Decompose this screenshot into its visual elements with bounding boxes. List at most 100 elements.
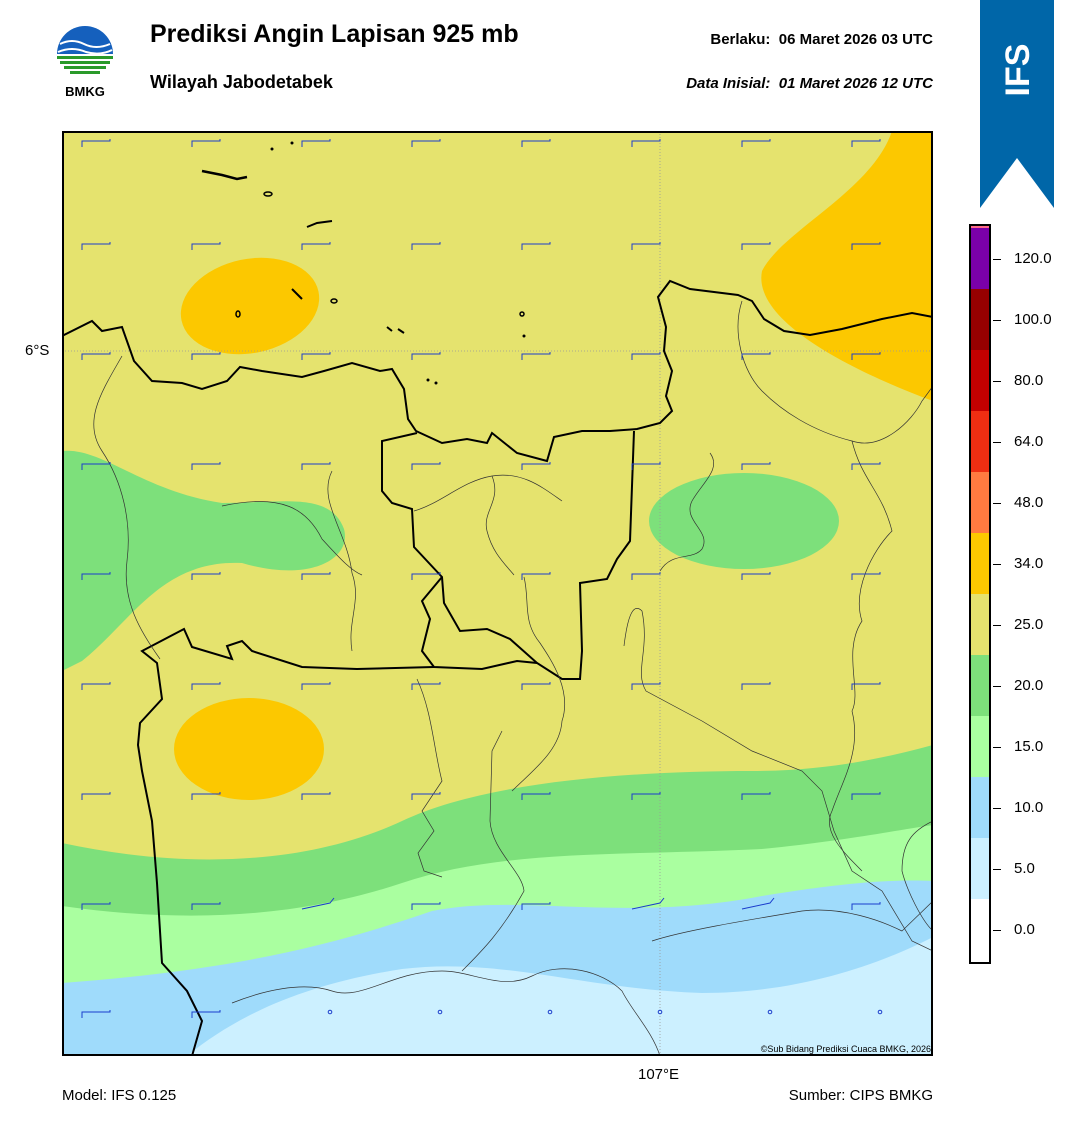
orange-area-south <box>174 698 324 800</box>
island <box>386 326 405 334</box>
island <box>263 191 273 197</box>
colorbar-tick-mark <box>993 259 1001 260</box>
wind-barb <box>851 242 881 250</box>
wind-barb <box>81 242 111 250</box>
colorbar-tick-label: 25.0 <box>1014 616 1044 633</box>
wind-barb <box>191 139 221 147</box>
colorbar-segment <box>971 533 989 594</box>
colorbar-tick-mark <box>993 442 1001 443</box>
calm-wind-marker <box>657 1009 663 1015</box>
wind-barb <box>521 682 551 690</box>
longitude-label: 107°E <box>638 1066 680 1083</box>
island <box>330 298 338 304</box>
wind-barb <box>81 902 111 910</box>
wind-barb <box>191 682 221 690</box>
colorbar-tick-label: 34.0 <box>1014 555 1044 572</box>
wind-barb <box>191 352 221 360</box>
wind-barb <box>851 902 881 910</box>
wind-barb <box>411 792 441 800</box>
wind-barb <box>521 139 551 147</box>
colorbar-tick-label: 0.0 <box>1014 921 1035 938</box>
wind-barb <box>741 139 771 147</box>
wind-barb <box>81 352 111 360</box>
wind-barb <box>411 902 441 910</box>
bmkg-logo: BMKG <box>52 20 118 100</box>
colorbar-segment <box>971 777 989 838</box>
model-label: Model: IFS 0.125 <box>62 1087 177 1104</box>
colorbar-tick-mark <box>993 381 1001 382</box>
colorbar-tick-mark <box>993 564 1001 565</box>
colorbar-tick-label: 80.0 <box>1014 372 1044 389</box>
wind-barb <box>851 139 881 147</box>
wind-barb <box>301 139 331 147</box>
colorbar-tick-mark <box>993 747 1001 748</box>
colorbar-tick-mark <box>993 686 1001 687</box>
colorbar-segment <box>971 226 989 228</box>
svg-text:BMKG: BMKG <box>65 84 105 99</box>
wind-barb <box>411 572 441 580</box>
wind-barb <box>851 352 881 360</box>
wind-barb <box>191 242 221 250</box>
wind-map <box>62 131 933 1056</box>
wind-barb <box>301 897 335 910</box>
wind-barb <box>411 242 441 250</box>
orange-area-north <box>180 257 320 355</box>
colorbar-segment <box>971 838 989 899</box>
page-title: Prediksi Angin Lapisan 925 mb <box>150 20 519 48</box>
colorbar-segment <box>971 472 989 533</box>
init-time: Data Inisial: 01 Maret 2026 12 UTC <box>686 75 933 92</box>
wind-barb <box>81 572 111 580</box>
wind-barb <box>411 682 441 690</box>
wind-barb <box>411 462 441 470</box>
wind-barb <box>631 139 661 147</box>
latitude-label: 6°S <box>25 342 50 359</box>
valid-time-label: Berlaku: <box>710 31 771 48</box>
speed-band-0-5 <box>187 937 933 1056</box>
wind-barb <box>191 1010 221 1018</box>
wind-barb <box>411 352 441 360</box>
colorbar-tick-label: 15.0 <box>1014 738 1044 755</box>
colorbar-segment <box>971 411 989 472</box>
valid-time-value: 06 Maret 2026 03 UTC <box>778 31 933 48</box>
wind-barb <box>741 682 771 690</box>
init-time-value: 01 Maret 2026 12 UTC <box>778 75 933 92</box>
source-label: Sumber: CIPS BMKG <box>788 1087 933 1104</box>
wind-barb <box>521 242 551 250</box>
island <box>426 378 430 382</box>
wind-barb <box>81 1010 111 1018</box>
colorbar-tick-mark <box>993 808 1001 809</box>
wind-barb <box>631 352 661 360</box>
island <box>522 334 526 338</box>
wind-barb <box>81 682 111 690</box>
wind-barb <box>851 792 881 800</box>
init-time-label: Data Inisial: <box>686 75 771 92</box>
wind-barb <box>851 462 881 470</box>
calm-wind-marker <box>327 1009 333 1015</box>
wind-barb <box>301 792 331 800</box>
province-border <box>136 627 435 1056</box>
wind-barb <box>301 242 331 250</box>
colorbar-tick-label: 100.0 <box>1014 311 1052 328</box>
colorbar-tick-label: 10.0 <box>1014 799 1044 816</box>
island <box>201 169 248 181</box>
calm-wind-marker <box>877 1009 883 1015</box>
wind-barb <box>631 897 665 910</box>
wind-barb <box>521 462 551 470</box>
province-border <box>381 430 635 680</box>
calm-wind-marker <box>437 1009 443 1015</box>
colorbar-tick-label: 120.0 <box>1014 250 1052 267</box>
wind-barb <box>191 572 221 580</box>
wind-barb <box>631 682 661 690</box>
colorbar-frame <box>969 224 991 964</box>
valid-time: Berlaku: 06 Maret 2026 03 UTC <box>710 31 933 48</box>
wind-barb <box>301 462 331 470</box>
wind-barb <box>191 792 221 800</box>
wind-barb <box>631 792 661 800</box>
page-subtitle: Wilayah Jabodetabek <box>150 72 333 92</box>
wind-barb <box>631 242 661 250</box>
wind-barb <box>851 682 881 690</box>
colorbar-tick-label: 20.0 <box>1014 677 1044 694</box>
colorbar-segment <box>971 899 989 960</box>
wind-barb <box>81 792 111 800</box>
wind-barb <box>191 902 221 910</box>
